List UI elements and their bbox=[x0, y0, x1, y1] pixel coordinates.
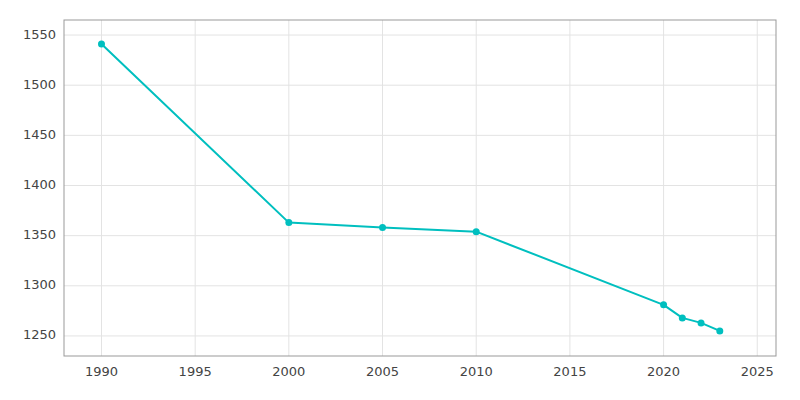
y-tick-label: 1300 bbox=[23, 277, 56, 292]
y-tick-label: 1550 bbox=[23, 27, 56, 42]
data-point bbox=[285, 219, 292, 226]
x-grid-line bbox=[382, 20, 383, 356]
x-tick-label: 1995 bbox=[179, 364, 212, 379]
y-tick-label: 1350 bbox=[23, 227, 56, 242]
y-grid-line bbox=[64, 185, 776, 186]
x-tick-label: 2025 bbox=[741, 364, 774, 379]
x-tick-label: 1990 bbox=[85, 364, 118, 379]
data-point bbox=[473, 228, 480, 235]
data-point bbox=[98, 41, 105, 48]
x-tick-label: 2020 bbox=[647, 364, 680, 379]
chart-svg: 1990 1995 2000 2005 2010 2015 2020 2025 1250 1300… bbox=[0, 0, 800, 400]
x-grid-line bbox=[569, 20, 570, 356]
y-grid-line bbox=[64, 35, 776, 36]
y-grid-line bbox=[64, 85, 776, 86]
data-point bbox=[660, 301, 667, 308]
x-grid-line bbox=[195, 20, 196, 356]
y-grid-line bbox=[64, 135, 776, 136]
series bbox=[98, 41, 723, 335]
data-point bbox=[698, 319, 705, 326]
y-grid-line bbox=[64, 235, 776, 236]
x-tick-label: 2015 bbox=[553, 364, 586, 379]
y-tick-label: 1450 bbox=[23, 127, 56, 142]
x-tick-label: 2010 bbox=[460, 364, 493, 379]
x-tick-label: 2005 bbox=[366, 364, 399, 379]
x-grid-line bbox=[101, 20, 102, 356]
y-grid-line bbox=[64, 285, 776, 286]
data-point bbox=[379, 224, 386, 231]
data-point bbox=[679, 314, 686, 321]
x-tick-label: 2000 bbox=[272, 364, 305, 379]
series-line bbox=[101, 44, 719, 331]
plot-background bbox=[64, 20, 776, 356]
y-grid-line bbox=[64, 335, 776, 336]
plot-frame bbox=[64, 20, 776, 356]
y-tick-label: 1400 bbox=[23, 177, 56, 192]
y-tick-label: 1250 bbox=[23, 327, 56, 342]
x-grid-line bbox=[476, 20, 477, 356]
x-grid-line bbox=[757, 20, 758, 356]
x-grid-line bbox=[288, 20, 289, 356]
tick-labels: 1990 1995 2000 2005 2010 2015 2020 2025 1250 1300… bbox=[23, 27, 774, 379]
grid bbox=[64, 20, 776, 356]
data-point bbox=[716, 327, 723, 334]
y-tick-label: 1500 bbox=[23, 77, 56, 92]
chart-container: 1990 1995 2000 2005 2010 2015 2020 2025 1250 1300… bbox=[0, 0, 800, 400]
